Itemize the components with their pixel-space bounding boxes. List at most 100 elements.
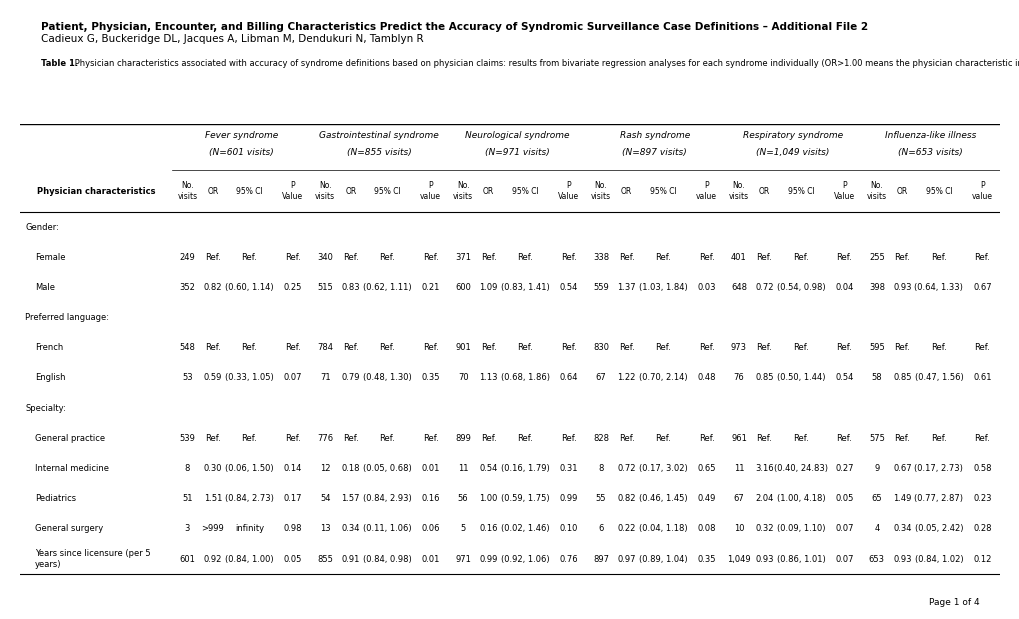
Text: Years since licensure (per 5
years): Years since licensure (per 5 years) [35,549,151,569]
Text: (0.70, 2.14): (0.70, 2.14) [638,373,687,383]
Text: 595: 595 [868,344,883,352]
Text: OR: OR [896,186,907,196]
Text: 51: 51 [182,494,193,503]
Text: 371: 371 [454,253,471,262]
Text: Influenza-like illness: Influenza-like illness [884,131,975,140]
Text: 548: 548 [179,344,195,352]
Text: 1.09: 1.09 [479,283,497,292]
Text: Ref.: Ref. [793,344,808,352]
Text: Ref.: Ref. [930,253,946,262]
Text: Ref.: Ref. [836,434,852,443]
Text: 0.07: 0.07 [835,555,853,563]
Text: 5: 5 [460,524,466,534]
Text: Ref.: Ref. [793,253,808,262]
Text: Ref.: Ref. [973,434,989,443]
Text: Ref.: Ref. [894,344,909,352]
Text: Female: Female [35,253,65,262]
Text: (0.84, 2.73): (0.84, 2.73) [225,494,273,503]
Text: (0.40, 24.83): (0.40, 24.83) [773,464,827,473]
Text: (0.04, 1.18): (0.04, 1.18) [638,524,687,534]
Text: (0.64, 1.33): (0.64, 1.33) [914,283,962,292]
Text: Cadieux G, Buckeridge DL, Jacques A, Libman M, Dendukuri N, Tamblyn R: Cadieux G, Buckeridge DL, Jacques A, Lib… [41,34,423,44]
Text: 0.04: 0.04 [835,283,853,292]
Text: 653: 653 [868,555,884,563]
Text: Page 1 of 4: Page 1 of 4 [927,597,978,607]
Text: 1.22: 1.22 [616,373,635,383]
Text: 0.93: 0.93 [893,555,911,563]
Text: 0.05: 0.05 [835,494,853,503]
Text: 973: 973 [731,344,746,352]
Text: (0.68, 1.86): (0.68, 1.86) [500,373,549,383]
Text: Ref.: Ref. [423,344,438,352]
Text: Patient, Physician, Encounter, and Billing Characteristics Predict the Accuracy : Patient, Physician, Encounter, and Billi… [41,22,867,32]
Text: 0.16: 0.16 [479,524,497,534]
Text: 0.82: 0.82 [204,283,222,292]
Text: OR: OR [621,186,632,196]
Text: (0.02, 1.46): (0.02, 1.46) [500,524,549,534]
Text: 76: 76 [733,373,744,383]
Text: Ref.: Ref. [619,434,634,443]
Text: 0.21: 0.21 [421,283,439,292]
Text: 95% CI: 95% CI [787,186,813,196]
Text: >999: >999 [202,524,224,534]
Text: 6: 6 [598,524,603,534]
Text: 0.91: 0.91 [341,555,360,563]
Text: Ref.: Ref. [698,344,713,352]
Text: French: French [35,344,63,352]
Text: 95% CI: 95% CI [374,186,400,196]
Text: 0.67: 0.67 [972,283,990,292]
Text: 559: 559 [593,283,608,292]
Text: 65: 65 [870,494,881,503]
Text: (0.17, 3.02): (0.17, 3.02) [638,464,687,473]
Text: 11: 11 [733,464,744,473]
Text: Ref.: Ref. [342,434,359,443]
Text: Ref.: Ref. [654,434,671,443]
Text: (0.84, 1.02): (0.84, 1.02) [914,555,962,563]
Text: (1.03, 1.84): (1.03, 1.84) [638,283,687,292]
Text: 855: 855 [317,555,333,563]
Text: (0.89, 1.04): (0.89, 1.04) [638,555,687,563]
Text: 0.54: 0.54 [558,283,578,292]
Text: No.
visits: No. visits [729,181,748,201]
Text: OR: OR [344,186,356,196]
Text: (0.84, 2.93): (0.84, 2.93) [363,494,412,503]
Text: 0.01: 0.01 [421,464,439,473]
Text: Ref.: Ref. [205,253,220,262]
Text: Male: Male [35,283,55,292]
Text: Ref.: Ref. [560,253,576,262]
Text: 249: 249 [179,253,195,262]
Text: OR: OR [207,186,218,196]
Text: 0.06: 0.06 [421,524,439,534]
Text: 0.65: 0.65 [697,464,715,473]
Text: 0.79: 0.79 [341,373,360,383]
Text: 0.22: 0.22 [616,524,635,534]
Text: 776: 776 [317,434,333,443]
Text: Ref.: Ref. [894,434,909,443]
Text: 3: 3 [184,524,190,534]
Text: (0.86, 1.01): (0.86, 1.01) [775,555,824,563]
Text: 901: 901 [454,344,471,352]
Text: 0.05: 0.05 [283,555,302,563]
Text: 0.93: 0.93 [893,283,911,292]
Text: 58: 58 [870,373,881,383]
Text: (0.84, 1.00): (0.84, 1.00) [225,555,273,563]
Text: Ref.: Ref. [242,434,257,443]
Text: 0.76: 0.76 [558,555,578,563]
Text: (N=601 visits): (N=601 visits) [209,148,273,157]
Text: 54: 54 [320,494,330,503]
Text: Internal medicine: Internal medicine [35,464,109,473]
Text: (0.60, 1.14): (0.60, 1.14) [225,283,273,292]
Text: 0.54: 0.54 [835,373,853,383]
Text: P
Value: P Value [282,181,303,201]
Text: 11: 11 [458,464,468,473]
Text: 0.83: 0.83 [341,283,360,292]
Text: (0.77, 2.87): (0.77, 2.87) [913,494,963,503]
Text: 13: 13 [320,524,330,534]
Text: 3.16: 3.16 [754,464,773,473]
Text: Gender:: Gender: [25,223,59,232]
Text: 55: 55 [595,494,605,503]
Text: Ref.: Ref. [698,253,713,262]
Text: General practice: General practice [35,434,105,443]
Text: 398: 398 [868,283,884,292]
Text: Ref.: Ref. [930,344,946,352]
